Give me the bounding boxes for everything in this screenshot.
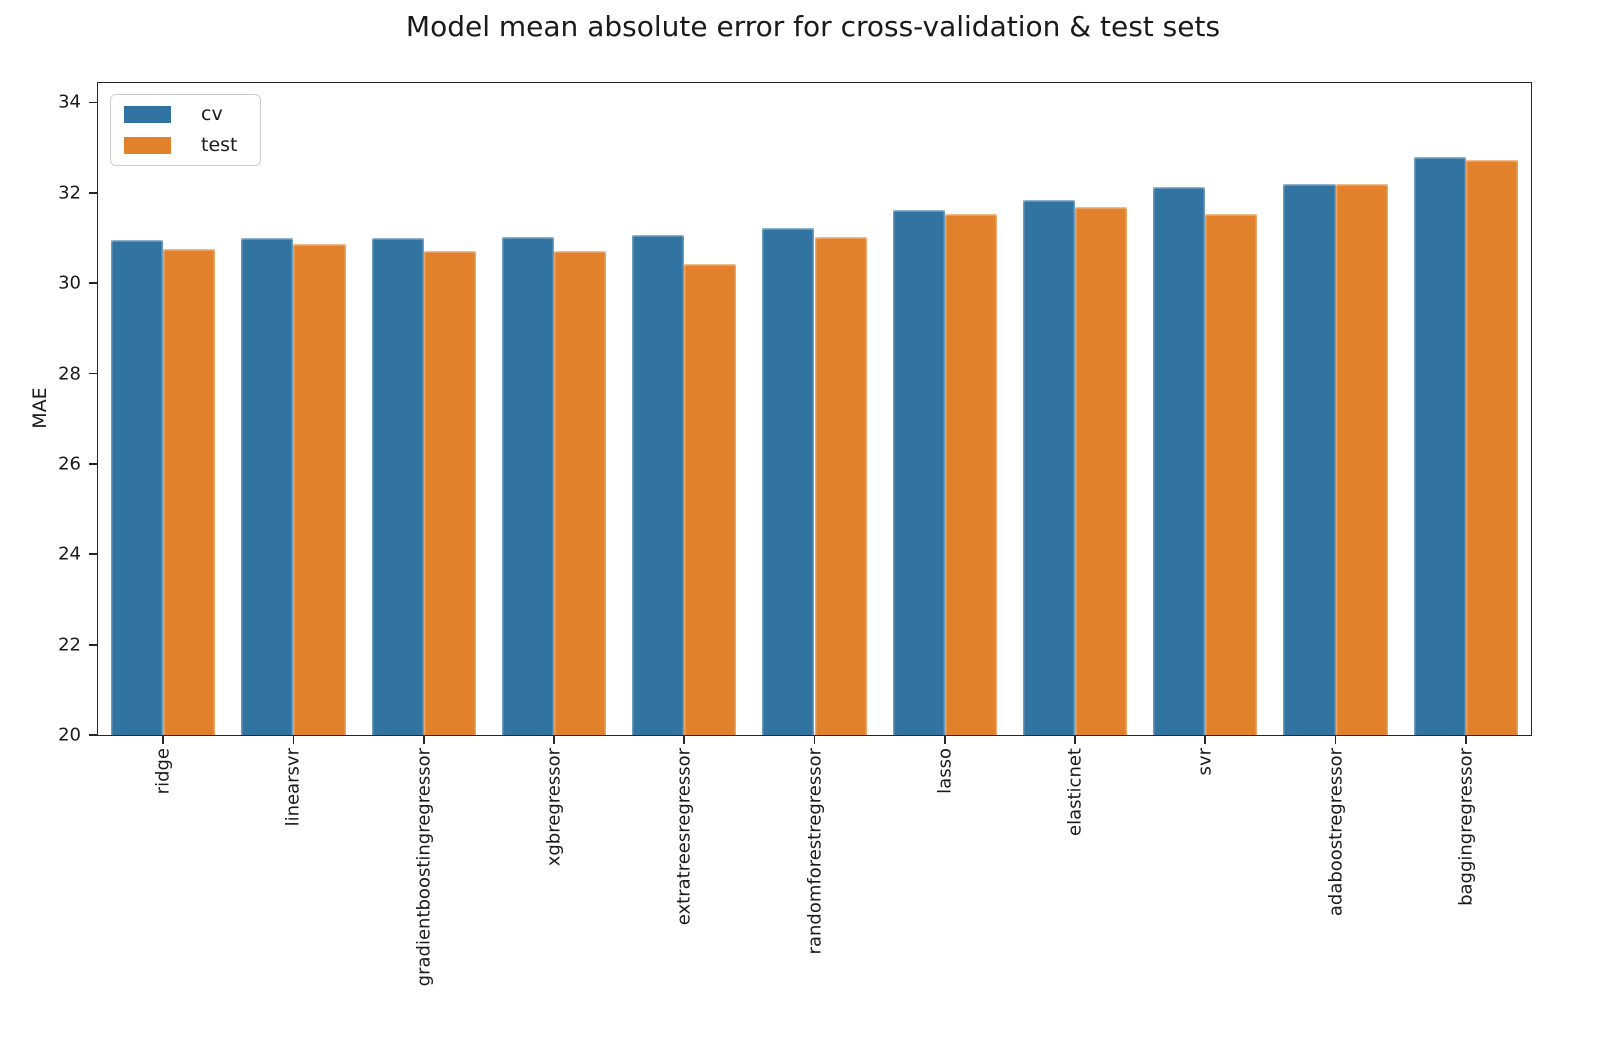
- x-tick-mark: [813, 735, 816, 744]
- x-tick-mark: [553, 735, 555, 744]
- legend-swatch-test: [124, 137, 171, 154]
- legend-item-test: test: [124, 136, 238, 155]
- x-tick-mark: [292, 735, 295, 744]
- legend-label-test: test: [201, 134, 238, 156]
- bar-cv-adaboostregressor: [1283, 183, 1336, 735]
- bar-cv-elasticnet: [1022, 199, 1076, 735]
- legend-swatch-cv: [124, 106, 171, 123]
- x-tick-label: adaboostregressor: [1325, 748, 1347, 917]
- y-tick-label: 26: [58, 453, 81, 475]
- bar-test-lasso: [944, 213, 997, 735]
- y-tick-mark: [89, 191, 98, 194]
- bar-cv-ridge: [111, 240, 164, 735]
- y-tick-mark: [89, 462, 98, 465]
- x-tick-label: lasso: [934, 748, 956, 794]
- legend-label-cv: cv: [201, 103, 223, 125]
- x-tick-mark: [1334, 735, 1337, 744]
- x-tick-label: randomforestregressor: [804, 748, 825, 955]
- y-tick-mark: [89, 372, 98, 375]
- y-axis-label: MAE: [29, 387, 51, 429]
- bar-test-svr: [1205, 213, 1258, 735]
- y-tick-mark: [89, 643, 98, 646]
- bar-cv-linearsvr: [241, 237, 294, 735]
- legend: cv test: [110, 94, 261, 166]
- bar-test-baggingregressor: [1465, 160, 1518, 735]
- bar-test-adaboostregressor: [1335, 184, 1388, 735]
- y-tick-label: 34: [58, 91, 81, 113]
- x-tick-mark: [1204, 735, 1207, 744]
- y-tick-label: 24: [58, 543, 81, 565]
- bar-test-gradientboostingregressor: [423, 250, 476, 735]
- legend-item-cv: cv: [124, 105, 238, 124]
- bar-test-ridge: [163, 249, 216, 735]
- x-tick-label: svr: [1194, 748, 1216, 776]
- bar-cv-xgbregressor: [501, 237, 554, 735]
- plot-area: cv test 20 22 24 26 28 30 32 34 ridge linearsvr gr…: [58, 82, 1532, 986]
- y-tick-mark: [89, 101, 98, 104]
- x-tick-label: xgbregressor: [543, 748, 565, 867]
- bar-test-linearsvr: [293, 243, 346, 735]
- bar-cv-svr: [1153, 187, 1206, 735]
- x-tick-mark: [943, 735, 946, 744]
- bar-test-xgbregressor: [553, 250, 607, 735]
- y-tick-mark: [89, 734, 98, 736]
- bar-test-elasticnet: [1075, 207, 1128, 735]
- bar-test-randomforestregressor: [814, 237, 867, 735]
- x-tick-label: linearsvr: [282, 748, 304, 827]
- x-tick-label: baggingregressor: [1455, 748, 1477, 906]
- x-tick-label: gradientboostingregressor: [413, 748, 435, 987]
- x-tick-label: ridge: [152, 748, 174, 795]
- y-tick-label: 28: [58, 363, 81, 385]
- x-tick-label: elasticnet: [1064, 748, 1086, 836]
- y-tick-label: 22: [58, 634, 81, 656]
- x-tick-label: extratreesregressor: [673, 748, 695, 926]
- bar-cv-lasso: [892, 209, 945, 735]
- x-tick-mark: [683, 735, 686, 744]
- x-tick-mark: [1074, 735, 1076, 744]
- x-tick-mark: [422, 735, 425, 744]
- y-tick-label: 32: [58, 182, 81, 204]
- y-tick-label: 20: [58, 724, 81, 746]
- chart-title: Model mean absolute error for cross-vali…: [405, 10, 1221, 43]
- bar-cv-baggingregressor: [1413, 156, 1466, 735]
- bar-test-extratreesregressor: [684, 264, 737, 735]
- bar-cv-randomforestregressor: [762, 227, 815, 735]
- bar-cv-extratreesregressor: [632, 235, 685, 735]
- x-tick-mark: [1464, 735, 1467, 744]
- x-tick-mark: [162, 735, 165, 744]
- y-tick-mark: [89, 553, 98, 556]
- y-tick-mark: [89, 282, 98, 285]
- bar-cv-gradientboostingregressor: [371, 237, 424, 735]
- y-tick-label: 30: [58, 272, 81, 294]
